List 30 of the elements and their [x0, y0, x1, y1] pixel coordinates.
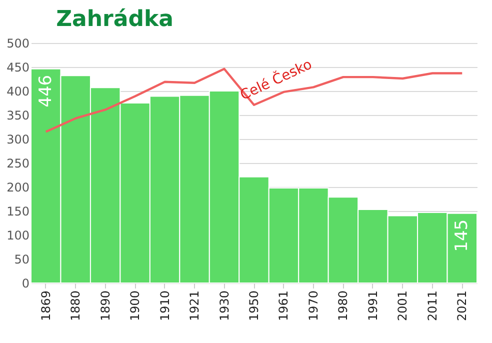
chart-title: Zahrádka: [56, 7, 174, 32]
x-tick-label: 2011: [425, 290, 440, 322]
y-tick-label: 200: [6, 180, 30, 194]
x-tick-label: 2001: [396, 290, 410, 322]
y-tick-label: 0: [22, 276, 30, 290]
x-tick-label: 1900: [128, 290, 142, 322]
x-tick-label: 1980: [336, 290, 350, 322]
y-tick-label: 100: [6, 228, 30, 242]
x-tick-label: 1890: [98, 290, 112, 322]
y-tick-label: 400: [6, 84, 30, 98]
y-tick-label: 300: [6, 132, 30, 146]
data-label: 446: [36, 74, 56, 108]
x-tick-label: 1921: [188, 290, 202, 322]
y-tick-label: 350: [6, 108, 30, 122]
y-tick-label: 50: [14, 252, 30, 266]
x-tick-label: 1880: [68, 290, 83, 322]
x-tick-label: 2021: [455, 290, 470, 322]
text: Celé Česko: [237, 56, 315, 104]
x-tick-label: 1950: [247, 290, 261, 322]
y-tick-label: 250: [6, 156, 30, 170]
x-tick-label: 1869: [38, 290, 53, 322]
y-tick-label: 500: [6, 36, 30, 50]
data-label: 145: [452, 219, 472, 252]
x-tick-label: 1991: [366, 290, 380, 322]
y-tick-label: 450: [6, 60, 30, 74]
x-tick-label: 1961: [276, 290, 291, 322]
x-tick-label: 1970: [306, 290, 320, 322]
x-tick-label: 1910: [158, 290, 172, 322]
x-tick-label: 1930: [217, 290, 232, 322]
y-tick-label: 150: [6, 204, 30, 218]
